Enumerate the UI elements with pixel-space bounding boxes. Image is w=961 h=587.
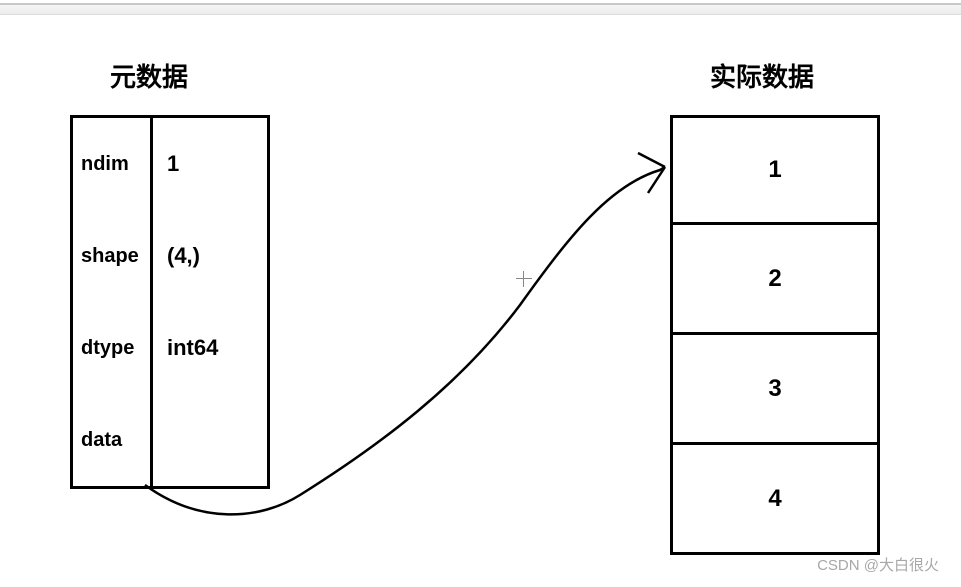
data-cell: 4 <box>670 445 880 555</box>
meta-key: ndim <box>73 118 153 210</box>
actual-data-table: 1 2 3 4 <box>670 115 880 555</box>
actual-data-title: 实际数据 <box>710 57 814 94</box>
meta-val <box>153 394 267 486</box>
cursor-crosshair-icon <box>516 271 532 287</box>
meta-key: data <box>73 394 153 486</box>
meta-val: int64 <box>153 302 267 394</box>
meta-val: (4,) <box>153 210 267 302</box>
metadata-table: ndim 1 shape (4,) dtype int64 data <box>70 115 270 489</box>
meta-val: 1 <box>153 118 267 210</box>
meta-row-dtype: dtype int64 <box>73 302 267 394</box>
meta-row-ndim: ndim 1 <box>73 118 267 210</box>
meta-row-shape: shape (4,) <box>73 210 267 302</box>
window-toolbar-strip <box>0 3 961 15</box>
meta-key: shape <box>73 210 153 302</box>
diagram-canvas: 元数据 实际数据 ndim 1 shape (4,) dtype int64 d… <box>0 15 961 587</box>
metadata-title: 元数据 <box>110 57 188 94</box>
meta-row-data: data <box>73 394 267 486</box>
csdn-watermark: CSDN @大白很火 <box>817 554 939 575</box>
meta-key: dtype <box>73 302 153 394</box>
data-cell: 1 <box>670 115 880 225</box>
data-cell: 3 <box>670 335 880 445</box>
data-cell: 2 <box>670 225 880 335</box>
